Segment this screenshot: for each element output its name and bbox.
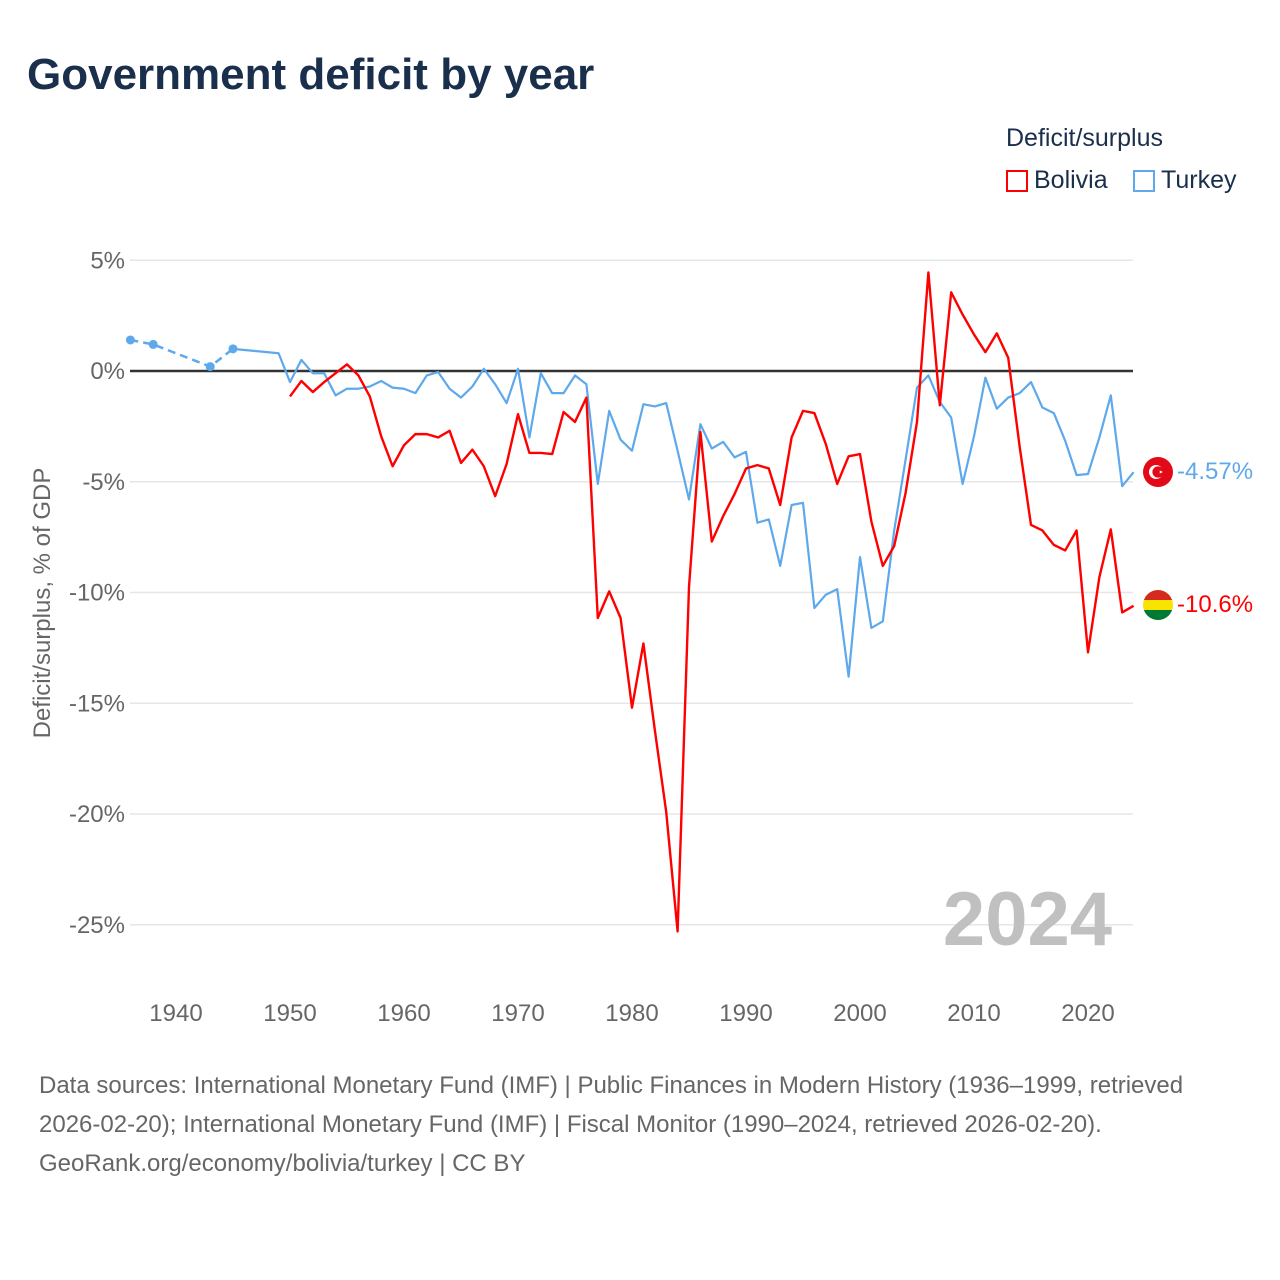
turkey-data-point bbox=[205, 362, 215, 372]
x-tick-label: 1960 bbox=[377, 1000, 430, 1027]
legend-label-bolivia: Bolivia bbox=[1034, 166, 1108, 194]
legend-label-turkey: Turkey bbox=[1161, 166, 1237, 194]
y-tick-label: 0% bbox=[90, 358, 125, 385]
turkey-dashed-line bbox=[130, 338, 234, 368]
y-axis-label: Deficit/surplus, % of GDP bbox=[29, 468, 56, 739]
chart-title: Government deficit by year bbox=[27, 50, 595, 99]
bolivia-line bbox=[289, 271, 1135, 933]
turkey-data-point bbox=[148, 339, 158, 349]
attribution-link[interactable]: GeoRank.org/economy/bolivia/turkey | CC … bbox=[39, 1150, 526, 1177]
bolivia-end-label: -10.6% bbox=[1177, 591, 1253, 618]
x-tick-label: 2000 bbox=[833, 1000, 886, 1027]
x-tick-label: 1980 bbox=[605, 1000, 658, 1027]
x-tick-label: 2020 bbox=[1061, 1000, 1114, 1027]
bolivia-flag-icon bbox=[1143, 590, 1173, 620]
x-tick-label: 1990 bbox=[719, 1000, 772, 1027]
x-tick-label: 2010 bbox=[947, 1000, 1000, 1027]
x-tick-label: 1950 bbox=[263, 1000, 316, 1027]
legend-swatch-turkey bbox=[1133, 169, 1155, 192]
legend-item-bolivia[interactable]: Bolivia bbox=[1006, 166, 1108, 195]
y-tick-label: -25% bbox=[69, 912, 125, 939]
legend-title: Deficit/surplus bbox=[1006, 124, 1163, 152]
y-tick-label: -20% bbox=[69, 801, 125, 828]
y-tick-label: -10% bbox=[69, 580, 125, 607]
y-tick-label: -5% bbox=[82, 469, 125, 496]
source-note: Data sources: International Monetary Fun… bbox=[39, 1066, 1239, 1183]
turkey-line bbox=[232, 347, 1135, 678]
turkey-end-label: -4.57% bbox=[1177, 458, 1253, 485]
turkey-flag-icon bbox=[1143, 457, 1173, 487]
x-tick-label: 1970 bbox=[491, 1000, 544, 1027]
year-watermark: 2024 bbox=[943, 877, 1112, 962]
x-tick-label: 1940 bbox=[149, 1000, 202, 1027]
legend-swatch-bolivia bbox=[1006, 169, 1028, 192]
y-tick-label: 5% bbox=[90, 247, 125, 274]
turkey-data-point bbox=[125, 335, 135, 345]
data-sources: Data sources: International Monetary Fun… bbox=[39, 1072, 1184, 1138]
line-chart: 5% 0% -5% -10% -15% -20% -25% 1940 1950 1960 1970… bbox=[29, 247, 1253, 1027]
legend-item-turkey[interactable]: Turkey bbox=[1133, 166, 1236, 195]
y-tick-label: -15% bbox=[69, 690, 125, 717]
